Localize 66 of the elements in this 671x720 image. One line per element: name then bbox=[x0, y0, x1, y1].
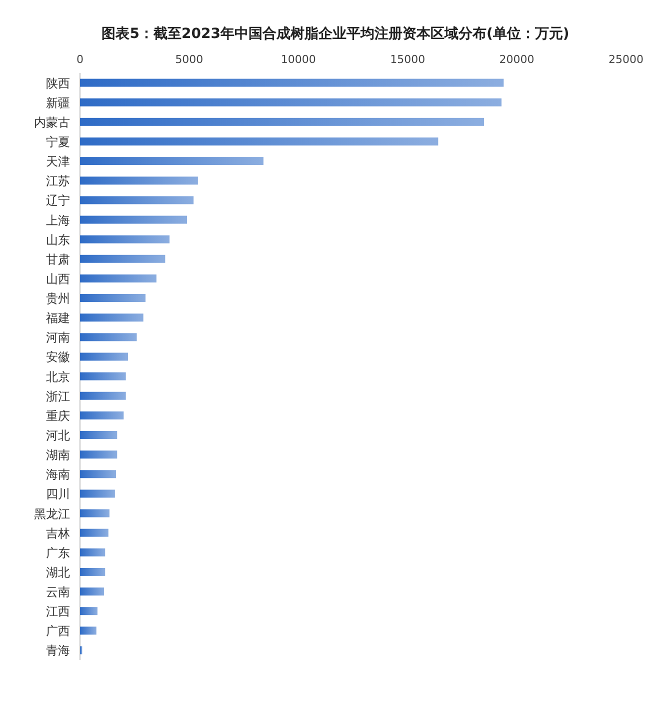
x-tick-label: 0 bbox=[76, 53, 84, 66]
y-tick-label: 山东 bbox=[46, 232, 70, 247]
bar bbox=[80, 294, 146, 302]
y-tick-label: 安徽 bbox=[46, 350, 70, 364]
y-tick-label: 天津 bbox=[46, 154, 70, 169]
y-tick-label: 甘肃 bbox=[46, 252, 70, 266]
bar bbox=[80, 333, 137, 342]
y-tick-label: 广东 bbox=[46, 546, 70, 560]
chart-title: 图表5：截至2023年中国合成树脂企业平均注册资本区域分布(单位：万元) bbox=[102, 25, 570, 42]
y-tick-label: 内蒙古 bbox=[34, 115, 70, 130]
y-tick-label: 北京 bbox=[46, 370, 70, 384]
y-tick-label: 江苏 bbox=[46, 174, 70, 188]
x-tick-label: 15000 bbox=[390, 53, 426, 66]
y-tick-label: 宁夏 bbox=[46, 134, 70, 149]
x-tick-label: 5000 bbox=[175, 53, 204, 66]
x-tick-label: 10000 bbox=[280, 53, 316, 66]
bar bbox=[80, 98, 502, 106]
bar bbox=[80, 450, 118, 459]
bar bbox=[80, 411, 124, 420]
bar bbox=[80, 274, 156, 282]
y-tick-label: 河北 bbox=[46, 428, 70, 442]
y-tick-label: 河南 bbox=[46, 330, 70, 345]
bar bbox=[80, 509, 110, 518]
y-tick-label: 重庆 bbox=[46, 408, 70, 423]
bar bbox=[80, 626, 96, 635]
y-tick-label: 青海 bbox=[46, 644, 70, 658]
bar bbox=[80, 372, 126, 380]
y-tick-label: 云南 bbox=[46, 585, 70, 600]
bar bbox=[80, 490, 115, 498]
bar bbox=[80, 607, 98, 616]
x-tick-label: 20000 bbox=[499, 53, 534, 66]
bar bbox=[80, 588, 104, 596]
bar bbox=[80, 157, 264, 166]
x-tick-label: 25000 bbox=[608, 53, 644, 66]
y-tick-label: 上海 bbox=[46, 213, 70, 228]
bar bbox=[80, 568, 106, 576]
bar bbox=[80, 352, 128, 361]
y-tick-label: 陕西 bbox=[46, 76, 70, 90]
y-tick-label: 湖北 bbox=[46, 565, 70, 580]
bar bbox=[80, 392, 126, 400]
bar bbox=[80, 528, 108, 537]
y-tick-label: 新疆 bbox=[46, 96, 70, 110]
y-tick-label: 福建 bbox=[46, 311, 70, 326]
bar bbox=[80, 137, 438, 146]
bar bbox=[80, 548, 106, 556]
y-tick-label: 贵州 bbox=[46, 292, 70, 306]
y-tick-label: 黑龙江 bbox=[34, 506, 70, 521]
y-tick-label: 吉林 bbox=[46, 526, 70, 540]
bar bbox=[80, 78, 504, 87]
bar bbox=[80, 430, 118, 439]
y-tick-label: 湖南 bbox=[46, 448, 70, 462]
bar bbox=[80, 470, 116, 478]
y-tick-label: 广西 bbox=[46, 624, 70, 638]
y-tick-label: 海南 bbox=[46, 468, 70, 482]
bar bbox=[80, 314, 144, 322]
bar bbox=[80, 235, 170, 244]
bar bbox=[80, 176, 198, 185]
bar bbox=[80, 254, 166, 263]
y-tick-label: 山西 bbox=[46, 272, 70, 286]
bar bbox=[80, 216, 188, 224]
y-tick-label: 浙江 bbox=[46, 389, 70, 404]
y-tick-label: 辽宁 bbox=[46, 194, 70, 208]
bar bbox=[80, 118, 484, 126]
y-tick-label: 江西 bbox=[46, 604, 70, 619]
bar bbox=[80, 196, 194, 204]
y-tick-label: 四川 bbox=[46, 487, 70, 502]
